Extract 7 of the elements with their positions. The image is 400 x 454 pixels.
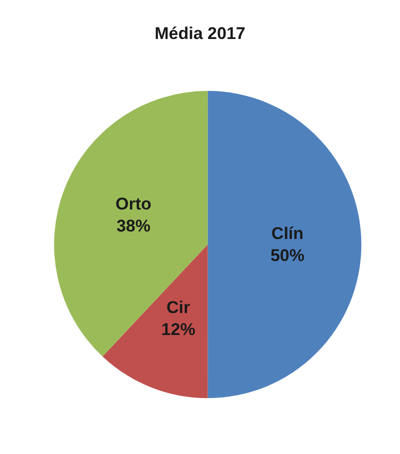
slice-label: Orto (116, 194, 152, 214)
data-label: 50% (270, 246, 304, 266)
slice-label: Cir (166, 298, 190, 318)
data-label: 12% (161, 320, 196, 340)
data-label: 38% (116, 216, 150, 236)
slice-label: Clín (271, 224, 304, 244)
chart-title: Média 2017 (154, 24, 246, 43)
